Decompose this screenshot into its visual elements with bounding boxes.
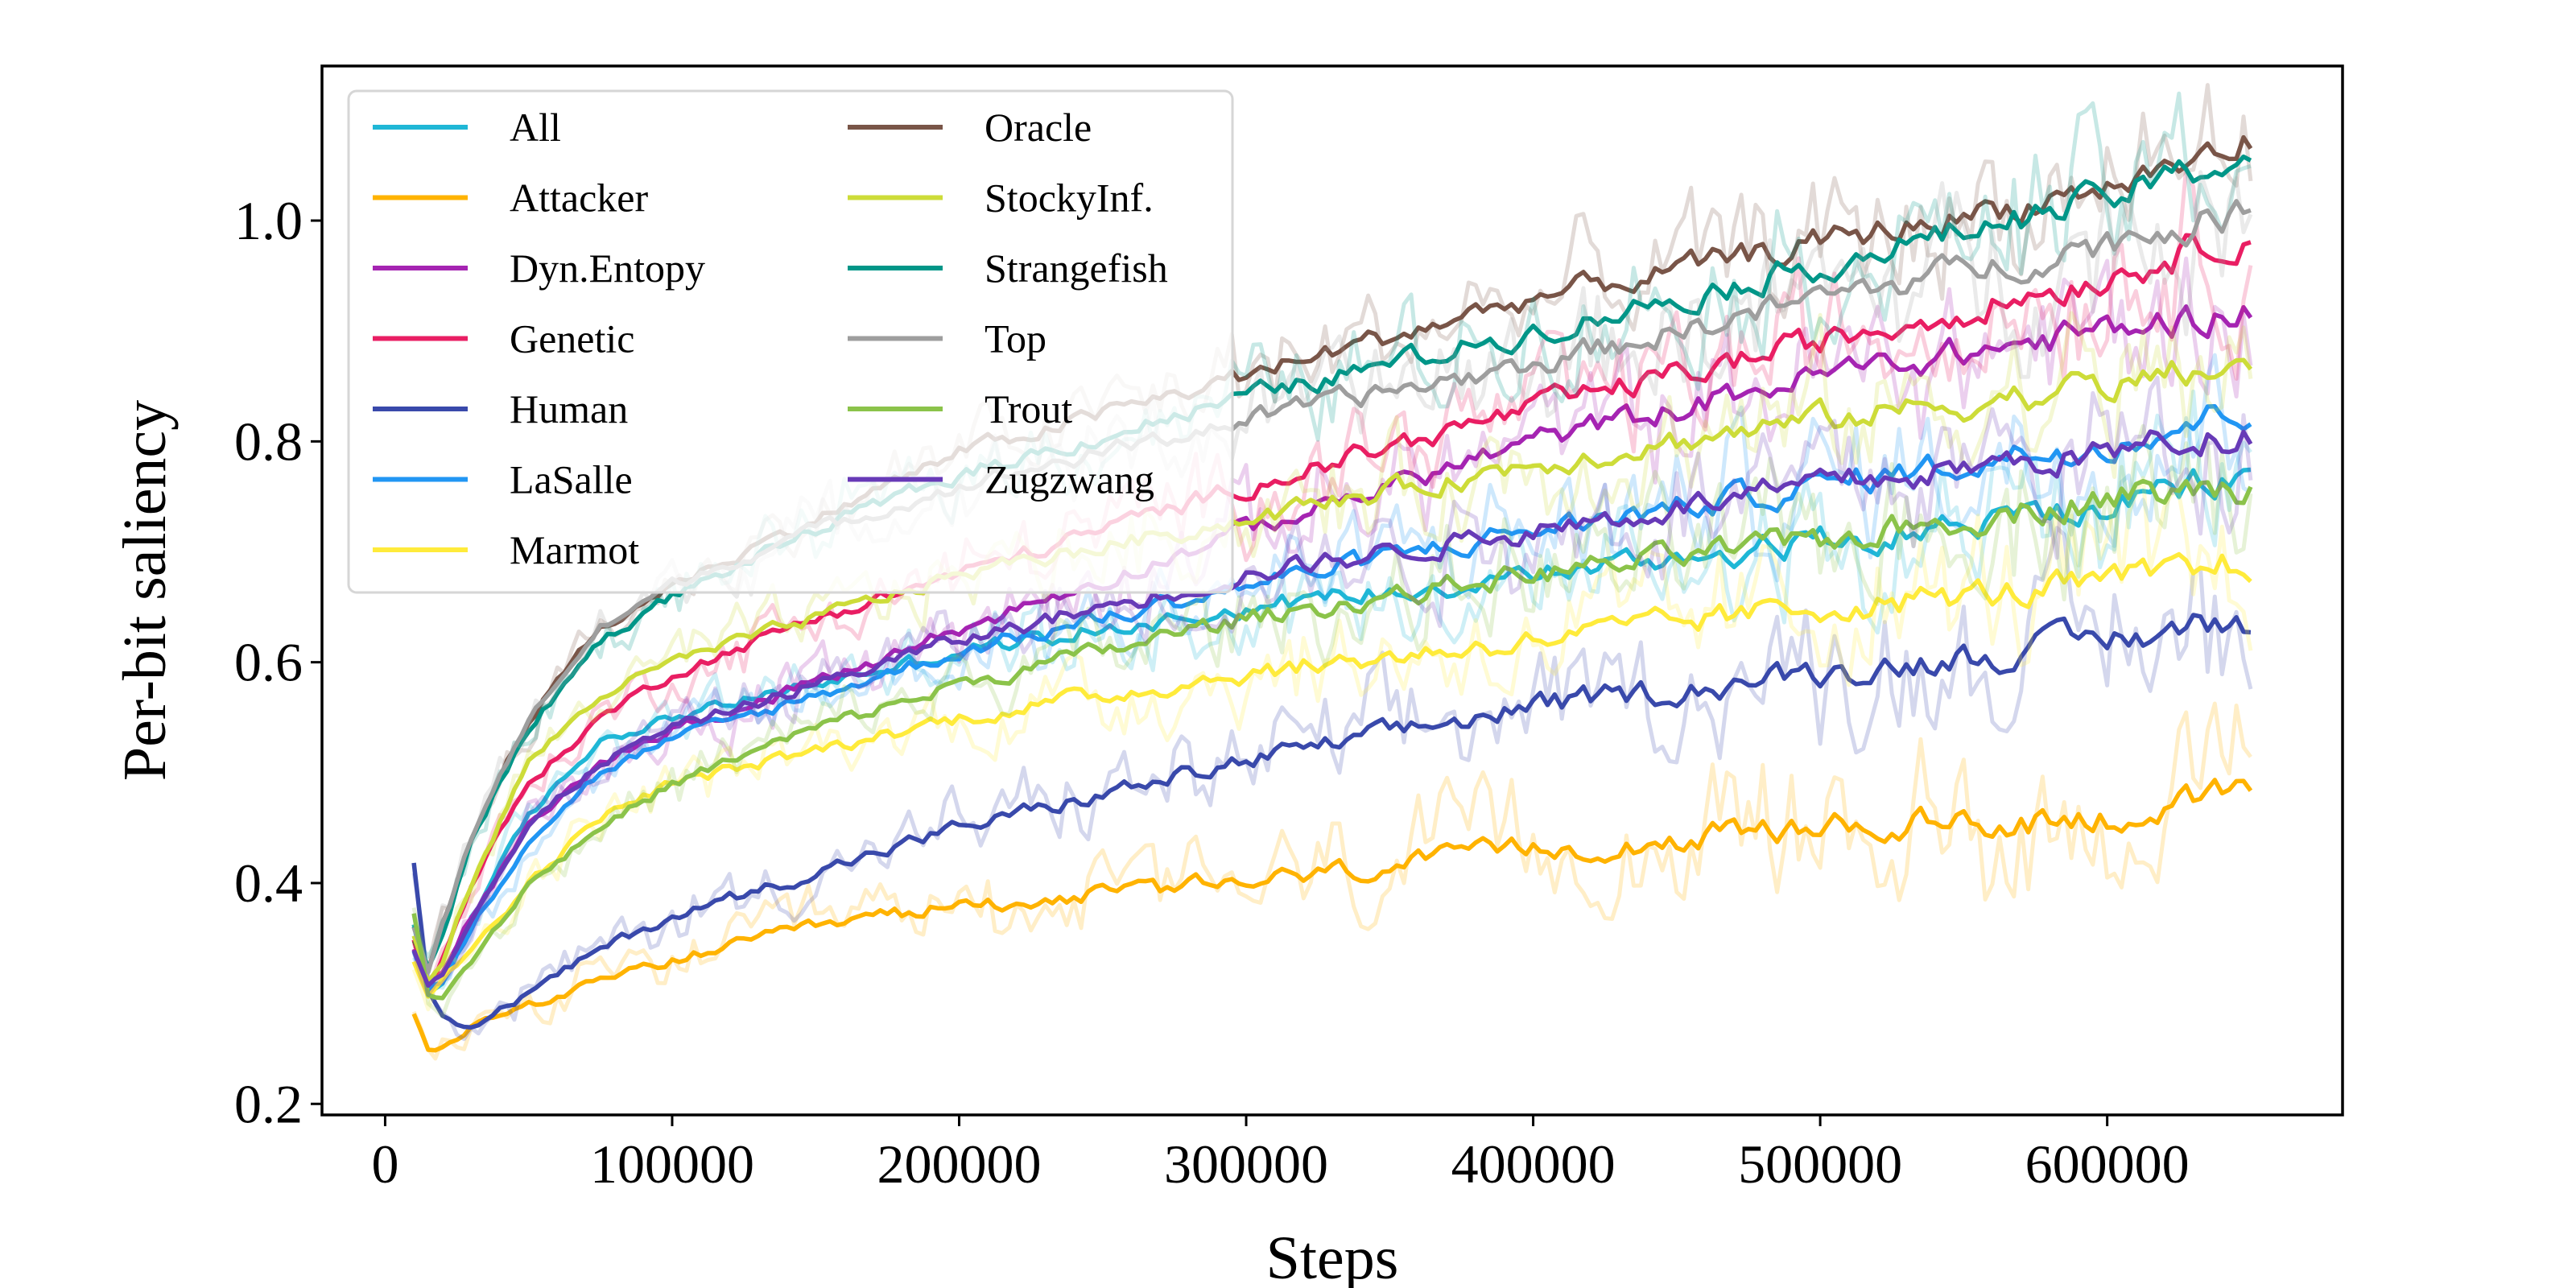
- series-human: [411, 526, 2253, 1042]
- series-attacker: [411, 701, 2253, 1061]
- series-smoothed-line: [411, 551, 2252, 999]
- legend-label: Dyn.Entopy: [510, 246, 705, 291]
- legend-item-oracle: Oracle: [848, 105, 1092, 150]
- series-raw-line: [411, 311, 2253, 988]
- series-lasalle: [411, 353, 2252, 995]
- series-smoothed-line: [411, 404, 2252, 995]
- legend-item-trout: Trout: [848, 386, 1072, 431]
- y-tick-label: 0.6: [234, 632, 303, 693]
- legend-label: Human: [510, 386, 628, 431]
- legend-item-dyn-entopy: Dyn.Entopy: [373, 246, 705, 291]
- y-tick-label: 0.2: [234, 1073, 303, 1134]
- series-lines: [411, 83, 2253, 1061]
- legend-item-top: Top: [848, 316, 1046, 361]
- x-tick-label: 400000: [1451, 1133, 1616, 1195]
- legend-label: Trout: [985, 386, 1072, 431]
- legend-label: LaSalle: [510, 457, 633, 502]
- x-tick-label: 100000: [590, 1133, 754, 1195]
- legend-item-genetic: Genetic: [373, 316, 634, 361]
- legend-item-all: All: [373, 105, 561, 150]
- series-smoothed-line: [411, 778, 2253, 1053]
- series-marmot: [411, 476, 2253, 1012]
- series-zugzwang: [411, 375, 2253, 997]
- legend-label: All: [510, 105, 561, 150]
- x-tick-label: 300000: [1164, 1133, 1328, 1195]
- legend-label: Genetic: [510, 316, 634, 361]
- legend-label: Marmot: [510, 527, 639, 572]
- y-axis-title: Per-bit saliency: [111, 400, 179, 781]
- legend-label: Zugzwang: [985, 457, 1154, 502]
- series-smoothed-line: [411, 429, 2253, 989]
- series-trout: [411, 423, 2253, 1019]
- legend-label: Strangefish: [985, 246, 1168, 291]
- y-tick-label: 1.0: [234, 190, 303, 251]
- legend-item-strangefish: Strangefish: [848, 246, 1168, 291]
- legend-box: [347, 89, 1234, 594]
- legend-label: Attacker: [510, 175, 648, 221]
- axes: 0 100000 200000 300000 400000 500000 600000 0.2…: [111, 64, 2344, 1288]
- series-raw-line: [411, 423, 2253, 1019]
- plot-frame: [320, 64, 2344, 1117]
- series-raw-line: [411, 526, 2253, 1042]
- legend-label: StockyInf.: [985, 175, 1154, 221]
- x-tick-label: 500000: [1738, 1133, 1902, 1195]
- y-tick-label: 0.8: [234, 411, 303, 472]
- series-raw-line: [411, 256, 2253, 983]
- series-smoothed-line: [411, 233, 2252, 994]
- legend-label: Top: [985, 316, 1046, 361]
- series-genetic: [411, 166, 2253, 994]
- series-smoothed-line: [411, 613, 2252, 1030]
- series-smoothed-line: [411, 478, 2253, 1001]
- legend: All Attacker Dyn.Entopy Genetic Human LaSalle…: [347, 89, 1234, 594]
- legend-item-attacker: Attacker: [373, 175, 648, 221]
- x-tick-label: 600000: [2025, 1133, 2190, 1195]
- series-smoothed-line: [411, 357, 2253, 985]
- x-axis-title: Steps: [1266, 1224, 1399, 1288]
- x-tick-label: 200000: [877, 1133, 1042, 1195]
- y-tick-label: 0.4: [234, 852, 303, 914]
- legend-item-human: Human: [373, 386, 628, 431]
- legend-item-lasalle: LaSalle: [373, 457, 633, 502]
- series-smoothed-line: [411, 467, 2252, 994]
- series-raw-line: [411, 353, 2252, 993]
- series-raw-line: [411, 375, 2253, 997]
- series-stockyinf-: [411, 311, 2253, 988]
- legend-item-stockyinf-: StockyInf.: [848, 175, 1154, 221]
- x-tick-label: 0: [371, 1133, 398, 1195]
- legend-item-zugzwang: Zugzwang: [848, 457, 1154, 502]
- legend-label: Oracle: [985, 105, 1092, 150]
- legend-item-marmot: Marmot: [373, 527, 639, 572]
